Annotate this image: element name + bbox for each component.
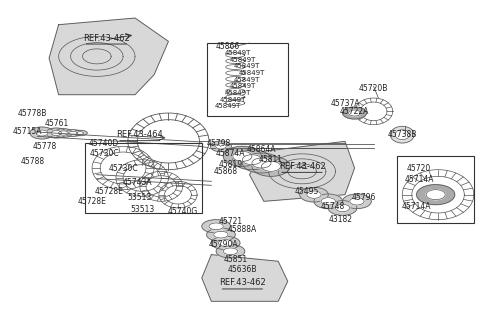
- Text: 45849T: 45849T: [220, 97, 246, 103]
- Text: 45849T: 45849T: [225, 50, 251, 56]
- Ellipse shape: [209, 223, 223, 229]
- Ellipse shape: [206, 228, 235, 241]
- Ellipse shape: [252, 156, 290, 176]
- Polygon shape: [250, 141, 355, 201]
- Text: 45721: 45721: [218, 217, 242, 226]
- Text: 45849T: 45849T: [225, 90, 251, 96]
- Text: 45796: 45796: [352, 194, 376, 203]
- Text: REF.43-462: REF.43-462: [219, 279, 266, 288]
- Ellipse shape: [262, 161, 281, 171]
- Ellipse shape: [242, 153, 281, 173]
- Text: 53513: 53513: [128, 194, 152, 203]
- Ellipse shape: [348, 110, 360, 116]
- Text: 45714A: 45714A: [402, 202, 432, 211]
- Ellipse shape: [242, 155, 262, 165]
- Text: 45849T: 45849T: [229, 83, 255, 89]
- Text: 45730C: 45730C: [89, 149, 119, 158]
- Ellipse shape: [46, 128, 67, 138]
- Text: REF.43-464: REF.43-464: [117, 130, 163, 139]
- Ellipse shape: [216, 245, 245, 258]
- Text: 45798: 45798: [206, 138, 231, 148]
- Ellipse shape: [59, 131, 68, 135]
- Polygon shape: [395, 130, 409, 140]
- Text: 45849T: 45849T: [229, 57, 255, 63]
- Ellipse shape: [64, 130, 82, 136]
- Text: 45778B: 45778B: [18, 109, 47, 118]
- Ellipse shape: [214, 231, 228, 238]
- Ellipse shape: [36, 130, 48, 136]
- Polygon shape: [390, 126, 414, 143]
- Ellipse shape: [216, 144, 226, 149]
- Text: 45868: 45868: [214, 167, 238, 176]
- Text: 45748: 45748: [321, 202, 345, 211]
- Ellipse shape: [314, 194, 343, 209]
- Ellipse shape: [223, 248, 238, 255]
- Ellipse shape: [223, 146, 262, 166]
- Bar: [206, 43, 288, 116]
- Ellipse shape: [328, 201, 357, 215]
- Text: 45851: 45851: [223, 255, 247, 264]
- Text: 45730C: 45730C: [108, 164, 138, 172]
- Text: 45728E: 45728E: [78, 197, 107, 206]
- Text: 45811: 45811: [259, 155, 283, 164]
- Ellipse shape: [73, 130, 87, 136]
- Text: 45819: 45819: [218, 160, 242, 169]
- Text: 45778: 45778: [32, 142, 57, 151]
- Ellipse shape: [218, 240, 233, 246]
- Text: 45740G: 45740G: [168, 207, 198, 216]
- Polygon shape: [202, 255, 288, 301]
- Text: 45740D: 45740D: [89, 138, 119, 148]
- Text: 45495: 45495: [295, 187, 319, 196]
- Ellipse shape: [76, 132, 84, 134]
- Ellipse shape: [343, 107, 366, 119]
- Ellipse shape: [336, 204, 350, 212]
- Text: 45849T: 45849T: [239, 70, 265, 76]
- Text: 45743A: 45743A: [122, 178, 152, 187]
- Text: 45714A: 45714A: [404, 175, 434, 184]
- Text: 45738B: 45738B: [387, 130, 417, 139]
- Text: REF.43-462: REF.43-462: [279, 162, 325, 171]
- Text: 45722A: 45722A: [340, 107, 369, 116]
- Ellipse shape: [300, 187, 328, 202]
- Text: 45849T: 45849T: [234, 77, 260, 83]
- Polygon shape: [49, 18, 168, 95]
- Text: 45720: 45720: [407, 164, 431, 172]
- Ellipse shape: [350, 198, 364, 205]
- Ellipse shape: [51, 130, 61, 135]
- Text: 45849T: 45849T: [215, 103, 241, 109]
- Ellipse shape: [233, 151, 252, 161]
- Text: 53513: 53513: [130, 205, 154, 214]
- Text: 45761: 45761: [44, 119, 68, 128]
- Ellipse shape: [307, 191, 321, 198]
- Text: 45866: 45866: [216, 42, 240, 51]
- Text: 45874A: 45874A: [216, 149, 245, 158]
- Text: 45849T: 45849T: [234, 64, 260, 69]
- Text: 45788: 45788: [20, 157, 45, 166]
- Ellipse shape: [54, 129, 73, 137]
- Ellipse shape: [202, 220, 230, 233]
- Ellipse shape: [210, 141, 231, 152]
- Text: 45737A: 45737A: [330, 98, 360, 108]
- Text: 45720B: 45720B: [359, 84, 388, 92]
- Text: 45636B: 45636B: [228, 265, 257, 274]
- Ellipse shape: [30, 127, 54, 139]
- Bar: [397, 156, 474, 223]
- Ellipse shape: [426, 190, 445, 200]
- Ellipse shape: [321, 198, 336, 205]
- Bar: [85, 143, 202, 213]
- Ellipse shape: [252, 158, 271, 168]
- Ellipse shape: [233, 150, 271, 170]
- Text: 45888A: 45888A: [228, 225, 257, 234]
- Text: 45790A: 45790A: [208, 240, 238, 249]
- Ellipse shape: [211, 236, 240, 250]
- Text: 43182: 43182: [328, 215, 352, 224]
- Ellipse shape: [417, 185, 455, 205]
- Text: 45864A: 45864A: [247, 145, 276, 154]
- Text: 45715A: 45715A: [13, 127, 42, 136]
- Ellipse shape: [343, 194, 371, 209]
- Text: 45728E: 45728E: [95, 187, 123, 196]
- Ellipse shape: [69, 131, 77, 135]
- Text: REF.43-462: REF.43-462: [83, 34, 130, 43]
